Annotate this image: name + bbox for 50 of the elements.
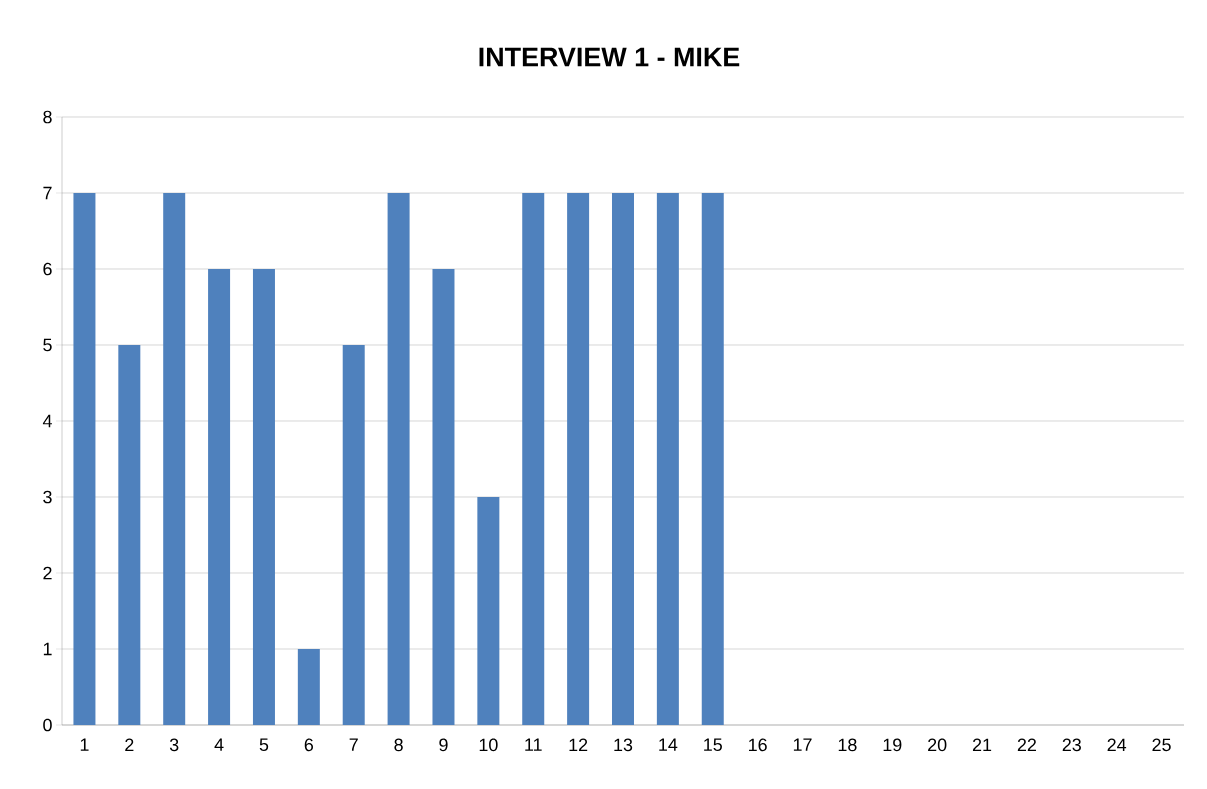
bar bbox=[297, 649, 320, 725]
y-tick-label: 4 bbox=[42, 414, 52, 428]
x-tick-label: 12 bbox=[569, 738, 588, 752]
x-tick-label: 24 bbox=[1107, 738, 1127, 752]
y-tick-label: 7 bbox=[43, 186, 52, 200]
x-tick-label: 20 bbox=[928, 738, 947, 752]
x-tick-label: 1 bbox=[80, 738, 89, 751]
x-tick-label: 17 bbox=[793, 738, 812, 751]
y-tick-label: 5 bbox=[43, 338, 52, 352]
y-tick-label: 0 bbox=[43, 718, 52, 732]
x-tick-label: 19 bbox=[883, 738, 902, 752]
x-tick-label: 21 bbox=[972, 738, 992, 752]
x-tick-label: 5 bbox=[259, 738, 269, 752]
chart-title: INTERVIEW 1 - MIKE bbox=[479, 47, 740, 67]
y-tick-label: 2 bbox=[43, 566, 52, 580]
bar bbox=[522, 192, 545, 725]
x-tick-label: 14 bbox=[659, 738, 678, 751]
bar bbox=[118, 345, 141, 725]
x-tick-label: 18 bbox=[838, 738, 857, 752]
y-tick-label: 1 bbox=[43, 642, 52, 656]
y-tick-label: 3 bbox=[43, 490, 52, 504]
x-tick-label: 10 bbox=[479, 738, 498, 752]
x-tick-label: 4 bbox=[214, 738, 224, 751]
x-tick-label: 9 bbox=[439, 738, 448, 752]
bar bbox=[73, 192, 96, 725]
x-tick-label: 25 bbox=[1152, 738, 1171, 752]
x-tick-label: 22 bbox=[1017, 738, 1036, 752]
bar bbox=[163, 192, 186, 725]
bar bbox=[252, 269, 275, 725]
x-tick-label: 3 bbox=[169, 738, 179, 752]
bar bbox=[342, 345, 365, 725]
x-tick-label: 23 bbox=[1062, 738, 1081, 752]
bar bbox=[432, 269, 455, 725]
y-tick-label: 8 bbox=[43, 110, 52, 124]
x-tick-label: 7 bbox=[349, 738, 358, 751]
x-tick-label: 16 bbox=[749, 738, 767, 752]
bar bbox=[208, 269, 231, 725]
x-tick-label: 11 bbox=[525, 738, 542, 751]
bar bbox=[701, 192, 724, 725]
y-tick-label: 6 bbox=[43, 262, 52, 276]
bar bbox=[477, 497, 500, 725]
bar bbox=[567, 192, 590, 725]
bar bbox=[387, 192, 410, 725]
x-tick-label: 8 bbox=[394, 738, 403, 752]
x-tick-label: 13 bbox=[614, 738, 633, 752]
bar bbox=[656, 192, 679, 725]
x-tick-label: 15 bbox=[704, 738, 722, 752]
bar bbox=[611, 192, 634, 725]
x-tick-label: 2 bbox=[125, 738, 134, 752]
x-tick-label: 6 bbox=[304, 738, 314, 752]
